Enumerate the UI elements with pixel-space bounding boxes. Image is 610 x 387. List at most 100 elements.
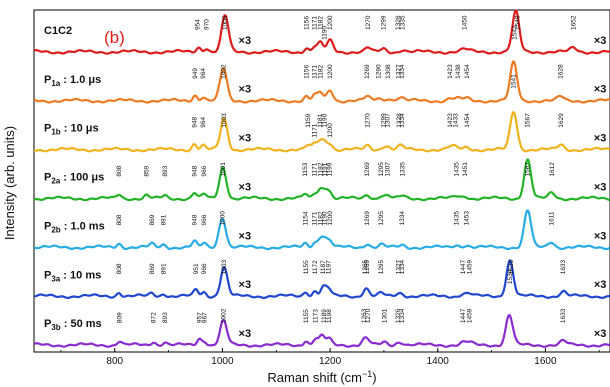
series-name-sub: 3a <box>51 274 60 283</box>
series-name-value: : 10 ms <box>60 269 101 281</box>
peak-label: 1171 <box>311 211 318 225</box>
x3-marker: ×3 <box>594 328 607 340</box>
x3-marker: ×3 <box>239 230 252 242</box>
x-axis-label: Raman shift (cm−1) <box>267 369 376 385</box>
peak-label: 1652 <box>570 15 577 30</box>
peak-label: 1269 <box>364 162 371 177</box>
peak-label: 1299 <box>380 15 387 30</box>
peak-label: 1295 <box>378 259 385 274</box>
peak-label: 1263 <box>361 308 368 323</box>
peak-label: 808 <box>116 165 123 176</box>
series-name-value: : 1.0 ms <box>61 220 105 232</box>
peak-label: 1265 <box>362 259 369 274</box>
peak-label: 869 <box>149 214 156 225</box>
peak-label: 1182 <box>317 16 324 30</box>
peak-label: 1171 <box>311 162 318 176</box>
x3-marker: ×3 <box>594 181 607 193</box>
peak-label: 1182 <box>317 64 324 78</box>
peak-label: 1154 <box>302 211 309 225</box>
series-name-main: P <box>44 123 51 135</box>
peak-label: 1326 <box>395 15 402 30</box>
series-name-main: P <box>44 220 51 232</box>
series-name-sub: 3b <box>51 323 60 332</box>
peak-label: 948 <box>191 116 198 127</box>
peak-label: 1567 <box>525 113 532 128</box>
series-name-main: P <box>44 74 51 86</box>
peak-label: 1002 <box>220 64 227 79</box>
peak-label: 1335 <box>400 162 407 177</box>
peak-label: 1189 <box>321 309 328 323</box>
series-name-value: : 10 μs <box>61 123 99 135</box>
peak-label: 1307 <box>385 162 392 177</box>
peak-label: 1003 <box>221 113 228 128</box>
x-axis-label-sup: −1 <box>362 369 372 379</box>
peak-label: 1155 <box>303 309 310 323</box>
peak-label: 1543 <box>512 25 519 40</box>
peak-label: 1190 <box>322 211 329 225</box>
series-name: P2b : 1.0 ms <box>44 220 105 234</box>
series-name: P3b : 50 ms <box>44 318 102 332</box>
peak-label: 859 <box>144 165 151 176</box>
peak-label: 1451 <box>462 162 469 177</box>
peak-label: 1269 <box>364 64 371 79</box>
peak-label: 869 <box>149 263 156 274</box>
peak-label: 891 <box>161 263 168 274</box>
peak-label: 1270 <box>365 113 372 128</box>
series-name-main: C1C2 <box>44 25 72 37</box>
peak-label: 1326 <box>395 308 402 323</box>
peak-label: 1005 <box>222 15 229 30</box>
peak-label: 1270 <box>365 308 372 323</box>
peak-label: 1198 <box>326 309 333 323</box>
peak-label: 967 <box>202 312 209 323</box>
peak-label: 1454 <box>464 113 471 128</box>
spectrum-line <box>33 209 610 251</box>
peak-label: 1173 <box>313 309 320 323</box>
peak-label: 1182 <box>317 211 324 225</box>
peak-label: 1191 <box>322 162 329 176</box>
peak-label: 1633 <box>560 308 567 323</box>
peak-label: 808 <box>116 263 123 274</box>
series-name-value: : 1.0 μs <box>60 74 101 86</box>
peak-label: 1000 <box>219 211 226 226</box>
peak-label: 1307 <box>385 113 392 128</box>
series-name-main: P <box>44 318 51 330</box>
x-tick-label: 1000 <box>211 356 234 367</box>
x3-marker: ×3 <box>594 133 607 145</box>
x3-marker: ×3 <box>594 230 607 242</box>
peak-label: 1459 <box>466 308 473 323</box>
peak-label: 1001 <box>220 162 227 177</box>
series-name-main: P <box>44 172 51 184</box>
peak-label: 1423 <box>447 64 454 79</box>
peak-label: 1567 <box>525 162 532 177</box>
peak-label: 1156 <box>303 16 310 30</box>
peak-label: 1171 <box>311 64 318 78</box>
peak-label: 1290 <box>376 64 383 79</box>
x3-marker: ×3 <box>239 279 252 291</box>
peak-label: 1156 <box>303 64 310 78</box>
peak-label: 893 <box>162 165 169 176</box>
peak-label: 964 <box>200 68 207 79</box>
peak-label: 1453 <box>463 211 470 226</box>
panel-label: (b) <box>104 28 125 47</box>
peak-label: 1534 <box>507 269 514 284</box>
peak-label: 957 <box>196 312 203 323</box>
peak-label: 1334 <box>399 64 406 79</box>
series-name-main: P <box>44 269 51 281</box>
axes: 800 1000 1200 1400 1600 <box>60 348 600 367</box>
peak-label: 954 <box>195 19 202 30</box>
peak-label: 1447 <box>460 259 467 274</box>
series-name-sub: 2b <box>51 225 60 234</box>
peak-label: 1172 <box>312 260 319 274</box>
x3-marker: ×3 <box>594 84 607 96</box>
peak-label: 1181 <box>317 113 324 127</box>
peak-label: 1003 <box>221 259 228 274</box>
spectrum-line <box>33 9 610 55</box>
x-tick-label: 1400 <box>427 356 450 367</box>
peak-label: 1435 <box>454 162 461 177</box>
x3-marker: ×3 <box>239 84 252 96</box>
